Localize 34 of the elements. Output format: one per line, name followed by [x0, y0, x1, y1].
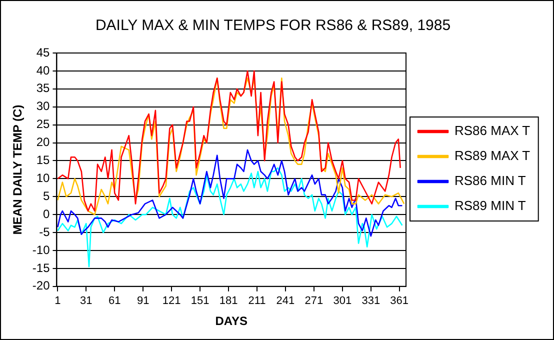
- y-tick-label: 30: [36, 99, 50, 114]
- legend-label: RS89 MAX T: [454, 148, 530, 164]
- y-tick-label: 5: [43, 188, 50, 203]
- x-tick-label: 361: [390, 295, 409, 308]
- y-tick-label: -20: [32, 278, 50, 293]
- y-tick-label: 0: [43, 206, 50, 221]
- legend-label: RS86 MAX T: [454, 123, 530, 138]
- x-tick-label: 331: [362, 295, 380, 308]
- y-tick-label: 15: [36, 153, 50, 168]
- y-tick-label: -10: [32, 242, 50, 257]
- x-tick-label: 271: [304, 295, 324, 308]
- x-tick-label: 121: [162, 295, 181, 308]
- y-tick-label: 40: [36, 63, 50, 78]
- y-tick-label: -15: [32, 260, 50, 275]
- x-tick-label: 61: [108, 295, 121, 308]
- legend-label: RS86 MIN T: [454, 173, 526, 188]
- y-tick-label: 25: [36, 117, 50, 132]
- x-axis-title: DAYS: [215, 314, 248, 328]
- x-tick-label: 211: [248, 295, 266, 308]
- y-tick-label: 45: [36, 45, 50, 60]
- x-tick-label: 181: [219, 295, 238, 308]
- x-tick-label: 1: [54, 295, 61, 308]
- x-tick-label: 91: [136, 295, 150, 308]
- y-tick-label: 20: [36, 135, 50, 150]
- chart-title: DAILY MAX & MIN TEMPS FOR RS86 & RS89, 1985: [95, 17, 451, 34]
- y-tick-label: 35: [36, 81, 50, 96]
- y-tick-label: -5: [39, 224, 50, 239]
- x-tick-label: 31: [80, 295, 92, 308]
- y-tick-label: 10: [36, 170, 50, 185]
- x-tick-label: 151: [190, 295, 210, 308]
- legend-label: RS89 MIN T: [454, 198, 526, 214]
- x-tick-label: 241: [276, 295, 295, 308]
- y-axis-title: MEAN DAILY TEMP (C): [10, 104, 25, 235]
- x-tick-label: 301: [333, 295, 352, 308]
